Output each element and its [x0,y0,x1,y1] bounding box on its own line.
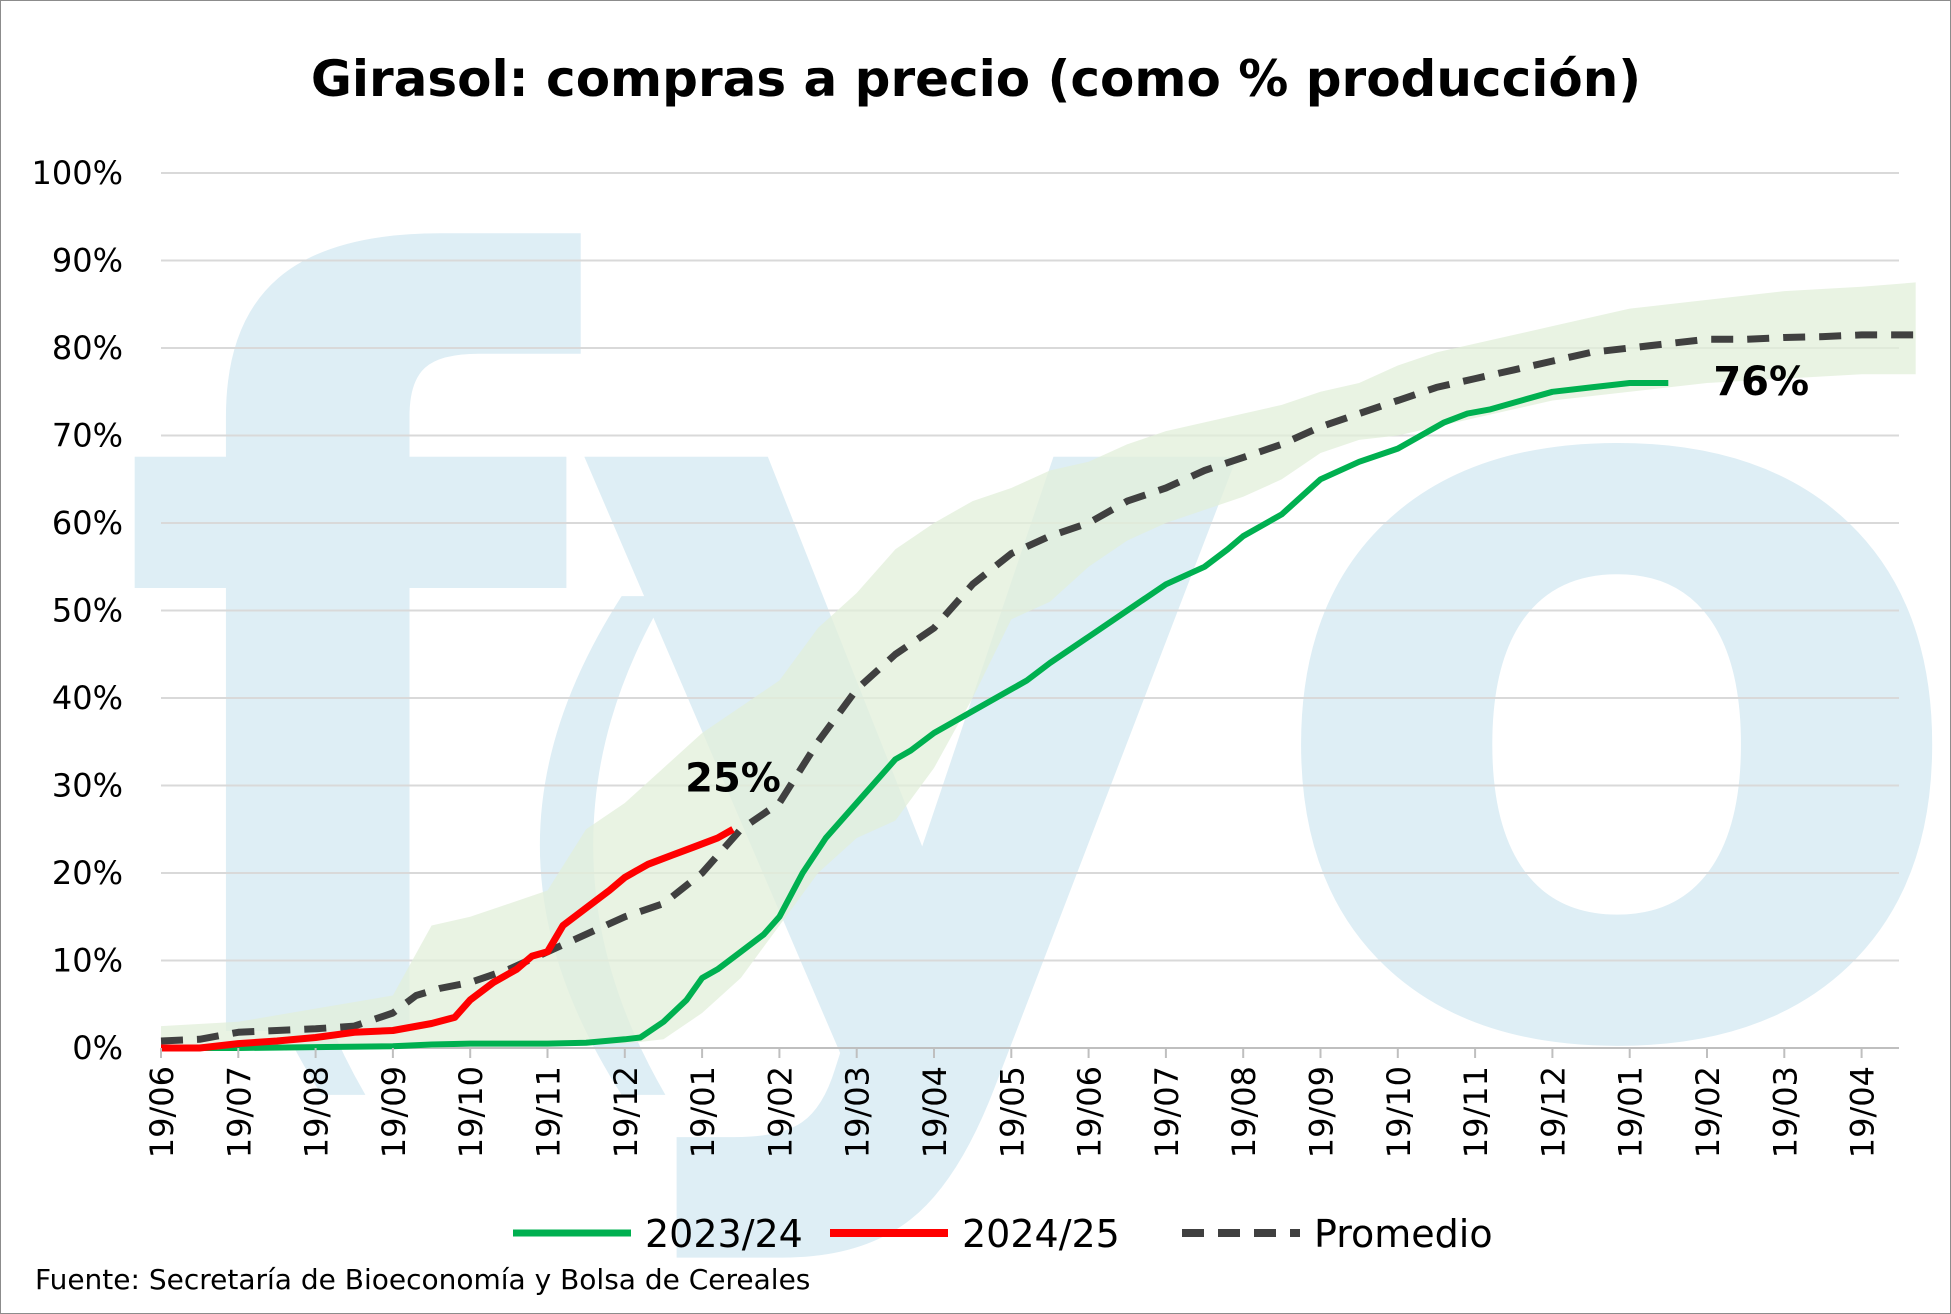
x-tick-label: 19/03 [1766,1066,1804,1158]
x-axis-ticks: 19/06 19/07 19/08 19/09 19/10 19/11 19/12 19/01… [143,1048,1882,1158]
y-tick-label: 80% [52,329,123,367]
watermark-left-paren-icon: ( [192,502,410,1154]
chart-title: Girasol: compras a precio (como % produc… [311,50,1641,108]
x-tick-label: 19/02 [761,1066,799,1158]
legend-label: Promedio [1314,1212,1493,1256]
x-tick-label: 19/04 [1844,1066,1882,1158]
x-tick-label: 19/11 [530,1066,568,1158]
x-tick-label: 19/09 [375,1066,413,1158]
x-tick-label: 19/11 [1457,1066,1495,1158]
x-tick-label: 19/05 [993,1066,1031,1158]
x-tick-label: 19/12 [607,1066,645,1158]
x-tick-label: 19/09 [1303,1066,1341,1158]
y-tick-label: 60% [52,504,123,542]
data-label-2: 76% [1713,359,1809,405]
data-label-1: 25% [685,755,781,801]
source-note: Fuente: Secretaría de Bioeconomía y Bols… [35,1263,810,1296]
legend: 2023/24 2024/25 Promedio [513,1212,1493,1256]
x-tick-label: 19/07 [1148,1066,1186,1158]
annotations: 25% 76% [685,359,1809,801]
x-tick-label: 19/01 [1612,1066,1650,1158]
y-tick-label: 10% [52,942,123,980]
legend-label: 2024/25 [962,1212,1120,1256]
series-line-promedio [160,331,1916,1045]
y-tick-label: 70% [52,417,123,455]
x-tick-label: 19/08 [1225,1066,1263,1158]
y-tick-label: 30% [52,767,123,805]
series-line-2024-25 [161,826,735,1052]
x-tick-label: 19/04 [916,1066,954,1158]
range-band [161,282,1916,1048]
range-band-area [161,282,1916,1048]
y-tick-label: 100% [32,154,123,192]
x-tick-label: 19/01 [684,1066,722,1158]
x-tick-label: 19/12 [1534,1066,1572,1158]
y-axis-ticks: 0% 10% 20% 30% 40% 50% 60% 70% 80% 90% 100% [32,154,123,1067]
y-tick-label: 0% [72,1029,123,1067]
x-tick-label: 19/02 [1689,1066,1727,1158]
x-tick-label: 19/10 [452,1066,490,1158]
x-tick-label: 19/06 [1071,1066,1109,1158]
x-tick-label: 19/08 [298,1066,336,1158]
y-tick-label: 40% [52,679,123,717]
x-tick-label: 19/10 [1380,1066,1418,1158]
series-lines [160,331,1916,1052]
y-tick-label: 90% [52,242,123,280]
x-tick-label: 19/07 [220,1066,258,1158]
series-line-2023-24 [161,380,1669,1051]
y-tick-label: 50% [52,592,123,630]
x-tick-label: 19/06 [143,1066,181,1158]
y-tick-label: 20% [52,854,123,892]
x-tick-label: 19/03 [839,1066,877,1158]
legend-label: 2023/24 [645,1212,803,1256]
